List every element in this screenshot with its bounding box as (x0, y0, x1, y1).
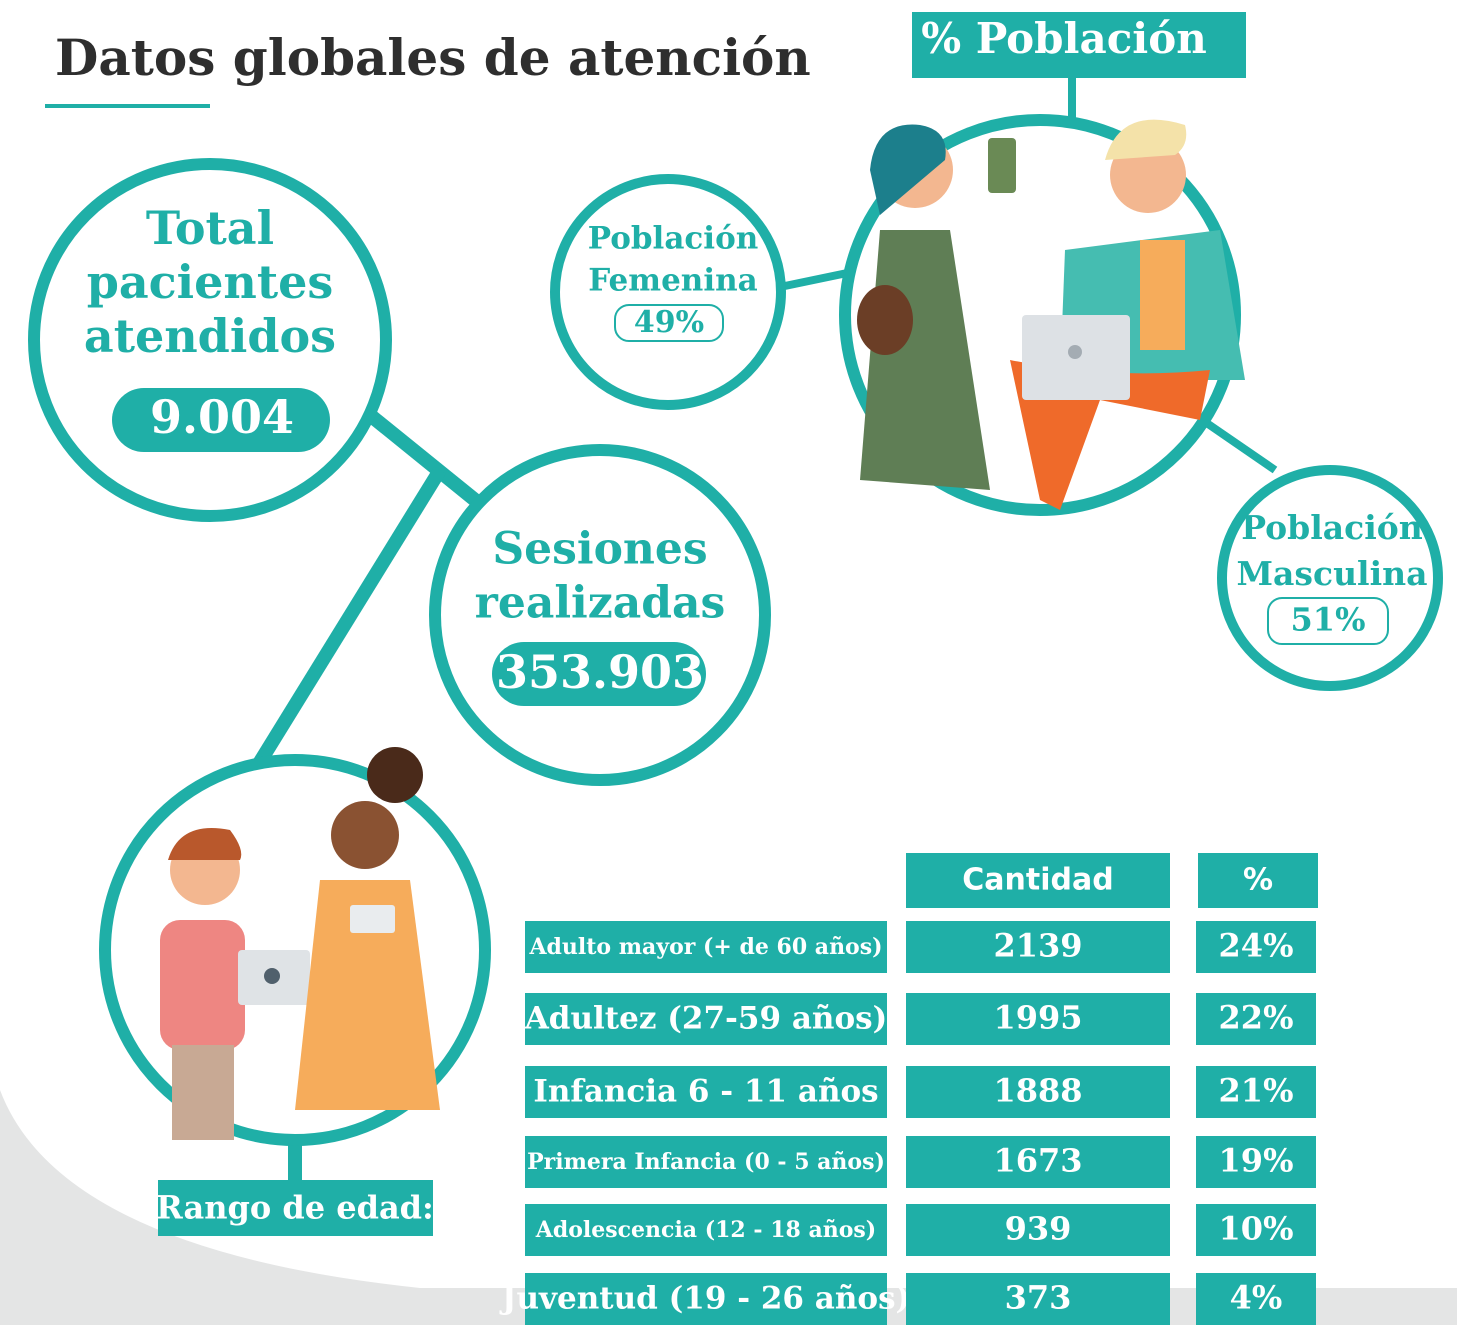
cell-value: 24% (1219, 927, 1294, 965)
cell-value: 939 (1005, 1210, 1072, 1248)
cell-value: 1888 (993, 1072, 1082, 1110)
title: Datos globales de atención (55, 28, 811, 87)
sessions-value: 353.903 (496, 645, 704, 699)
cell-value: 21% (1219, 1072, 1294, 1110)
cell-value: 2139 (993, 927, 1082, 965)
row-label: Adultez (27-59 años) (524, 1001, 888, 1037)
row-label: Juventud (19 - 26 años) (499, 1281, 910, 1317)
column-header: % (1243, 863, 1273, 898)
label-line: Femenina (588, 263, 758, 299)
label-line: realizadas (475, 578, 726, 629)
label-line: Población (588, 221, 759, 257)
label-line: Total (146, 201, 274, 255)
label-line: atendidos (84, 309, 336, 363)
cell-value: 19% (1219, 1142, 1294, 1180)
age-title: Rango de edad: (156, 1189, 434, 1227)
cell-value: 10% (1219, 1210, 1294, 1248)
label-line: Población (1241, 508, 1423, 547)
female-value: 49% (634, 305, 704, 340)
column-header: Cantidad (962, 863, 1113, 898)
cell-value: 22% (1219, 999, 1294, 1037)
label-line: Masculina (1236, 554, 1427, 593)
population-title: % Población (921, 14, 1207, 63)
row-label: Infancia 6 - 11 años (533, 1074, 878, 1110)
cell-value: 4% (1230, 1279, 1283, 1317)
cell-value: 373 (1005, 1279, 1072, 1317)
label-line: pacientes (87, 255, 334, 309)
infographic: Datos globales de atención Totalpaciente… (0, 0, 1457, 1325)
total-value: 9.004 (150, 390, 294, 444)
row-label: Adolescencia (12 - 18 años) (535, 1217, 876, 1243)
row-label: Adulto mayor (+ de 60 años) (528, 934, 882, 960)
cell-value: 1673 (993, 1142, 1082, 1180)
label-line: Sesiones (492, 524, 707, 575)
row-label: Primera Infancia (0 - 5 años) (527, 1149, 885, 1175)
age-table: Cantidad% Adulto mayor (+ de 60 años) 2139… (499, 853, 1318, 1325)
cell-value: 1995 (993, 999, 1082, 1037)
male-value: 51% (1291, 601, 1366, 639)
